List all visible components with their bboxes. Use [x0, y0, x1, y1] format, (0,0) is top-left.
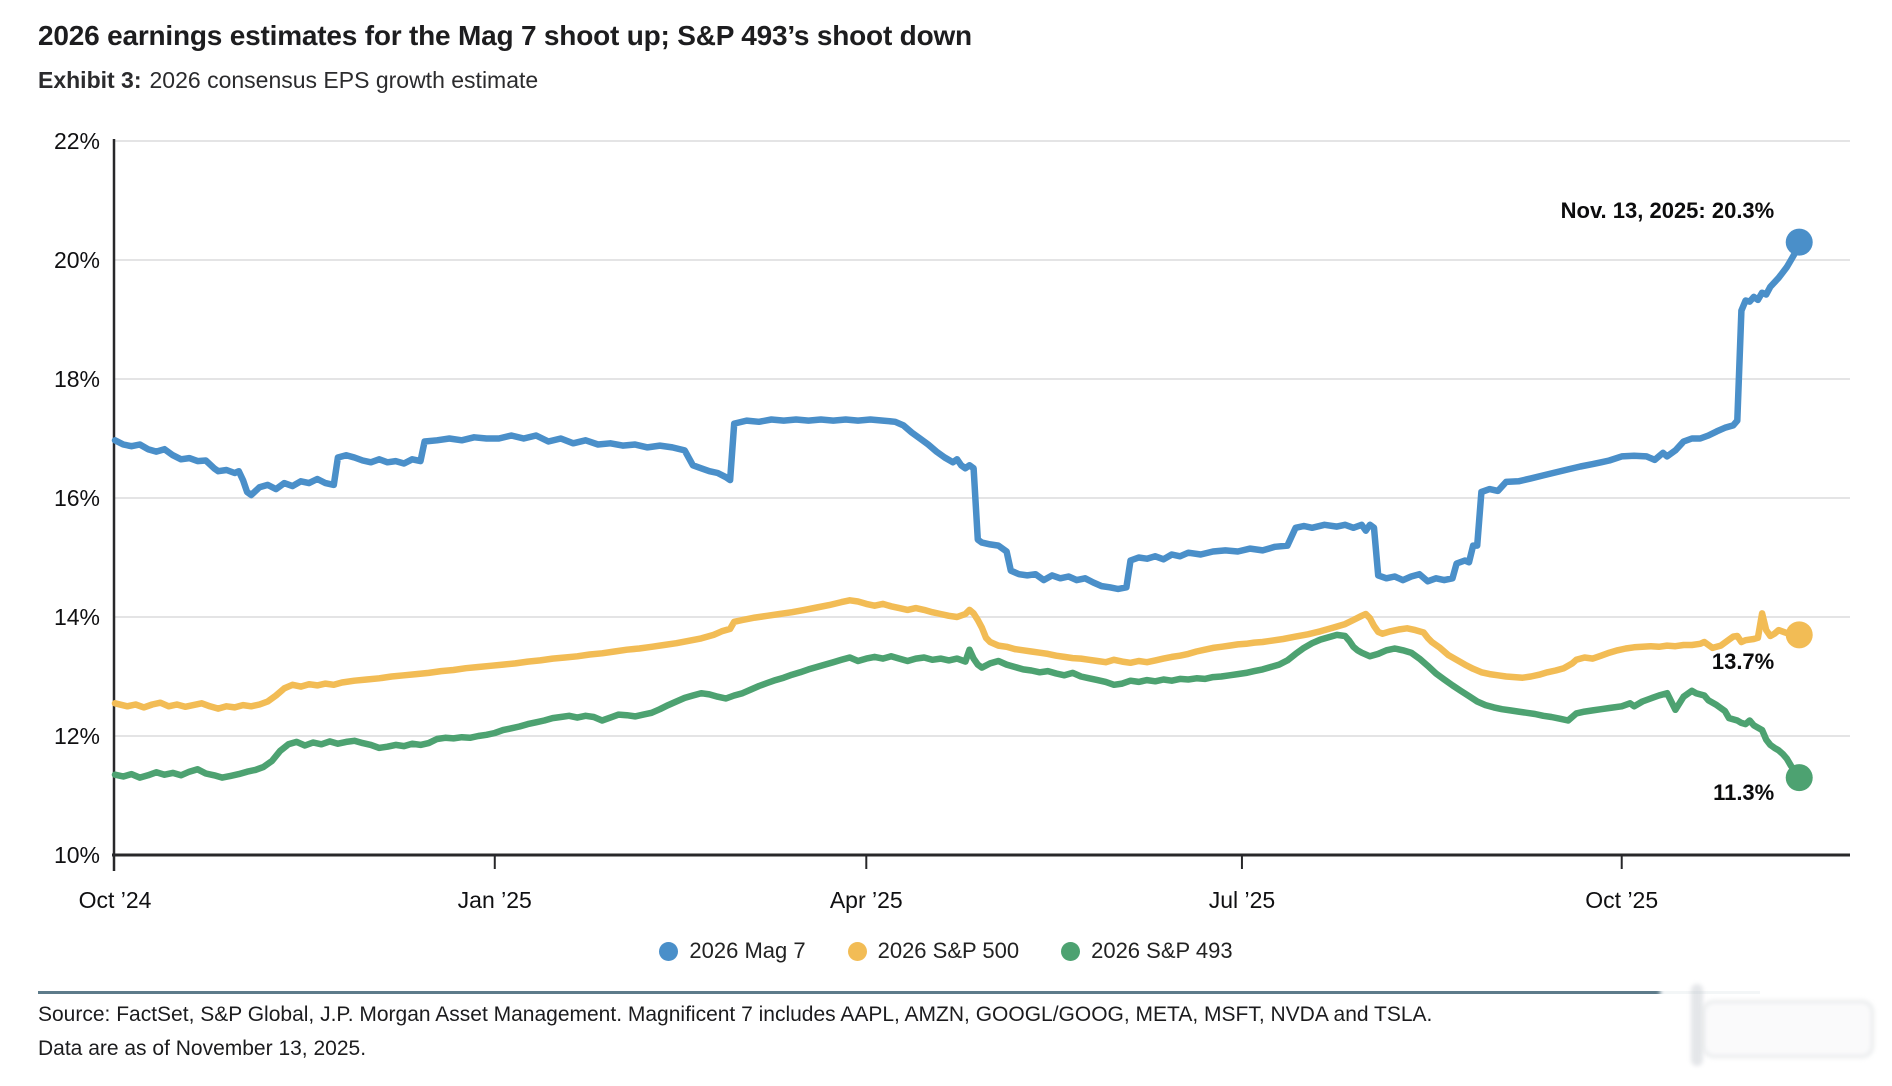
end-dot-2026-s-p-493	[1785, 764, 1813, 792]
x-tick-label: Apr ’25	[829, 887, 903, 913]
legend-item-2026-s-p-493: 2026 S&P 493	[1061, 938, 1233, 964]
chart-legend: 2026 Mag 7 2026 S&P 500 2026 S&P 493	[0, 938, 1892, 964]
x-tick-label: Oct ’25	[1585, 887, 1659, 913]
legend-label: 2026 S&P 493	[1091, 938, 1233, 963]
y-tick-label: 14%	[53, 604, 100, 630]
legend-dot-icon	[1061, 941, 1081, 961]
end-dot-2026-s-p-500	[1785, 621, 1813, 649]
legend-item-2026-s-p-500: 2026 S&P 500	[847, 938, 1020, 964]
axes	[112, 139, 1850, 871]
x-tick-label: Jan ’25	[457, 887, 532, 913]
annotation-2026-s-p-500: 13.7%	[1711, 648, 1775, 674]
legend-label: 2026 Mag 7	[689, 938, 806, 963]
source-text: Source: FactSet, S&P Global, J.P. Morgan…	[38, 1003, 1433, 1026]
x-tick-label: Jul ’25	[1208, 887, 1276, 913]
end-dot-2026-mag-7	[1785, 228, 1813, 256]
y-tick-label: 10%	[53, 842, 100, 868]
subtitle-text: 2026 consensus EPS growth estimate	[149, 67, 539, 93]
legend-dot-icon	[847, 941, 867, 961]
watermark-outline	[1702, 1000, 1874, 1058]
y-tick-label: 18%	[53, 366, 100, 392]
series-line-2026-s-p-500	[111, 597, 1803, 712]
legend-dot-icon	[659, 941, 679, 961]
series-line-2026-mag-7	[111, 238, 1803, 593]
y-tick-label: 22%	[53, 128, 100, 154]
chart-subtitle: Exhibit 3: 2026 consensus EPS growth esti…	[38, 67, 538, 94]
y-tick-label: 20%	[53, 247, 100, 273]
legend-item-2026-mag-7: 2026 Mag 7	[659, 938, 806, 964]
x-tick-label: Oct ’24	[78, 887, 152, 913]
annotation-2026-s-p-493: 11.3%	[1713, 779, 1775, 805]
footer-divider	[38, 991, 1760, 994]
gridlines	[115, 140, 1850, 737]
legend-label: 2026 S&P 500	[877, 938, 1020, 963]
page-title: 2026 earnings estimates for the Mag 7 sh…	[38, 20, 972, 51]
y-tick-label: 12%	[53, 723, 100, 749]
series-line-2026-s-p-493	[111, 631, 1803, 781]
y-tick-label: 16%	[53, 485, 100, 511]
exhibit-label: Exhibit 3:	[38, 67, 142, 93]
watermark-streak	[1691, 984, 1703, 1066]
data-as-of-text: Data are as of November 13, 2025.	[38, 1037, 367, 1060]
annotation-2026-mag-7: Nov. 13, 2025: 20.3%	[1560, 198, 1775, 224]
